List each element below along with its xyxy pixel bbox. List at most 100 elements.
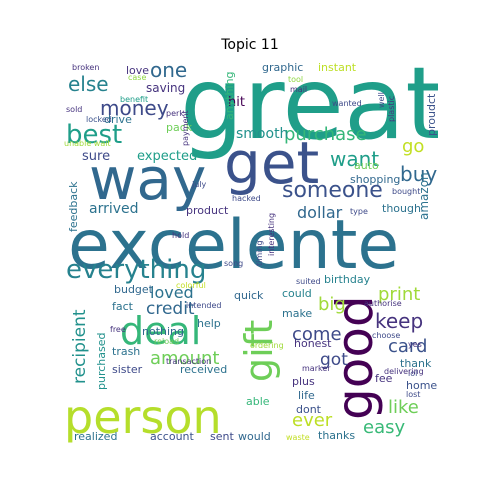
word-free: free (110, 325, 126, 334)
word-best: best (66, 120, 123, 150)
word-gift: gift (237, 319, 281, 382)
word-wanted: wanted (332, 99, 362, 108)
word-thank: thank (400, 357, 432, 370)
word-authorise: authorise (364, 299, 402, 308)
word-home: home (406, 379, 438, 392)
word-expected: expected (137, 149, 198, 164)
word-case: case (128, 73, 147, 82)
word-locked: locked (86, 115, 112, 124)
word-realized: realized (74, 430, 118, 443)
word-one: one (150, 60, 188, 82)
word-got: got (320, 350, 348, 370)
word-cloud: great excelente way get good gift person… (62, 60, 438, 451)
word-sister: sister (112, 363, 143, 376)
word-go: go (402, 136, 425, 157)
word-perk: perk (166, 109, 184, 118)
word-plastic: plastic (387, 95, 396, 122)
word-great: great (180, 60, 438, 162)
word-someone: someone (282, 178, 383, 203)
word-broken: broken (72, 63, 100, 72)
word-dollar: dollar (297, 203, 343, 222)
word-choose: choose (372, 331, 401, 340)
word-shopping: shopping (350, 173, 401, 186)
word-fee: fee (375, 372, 393, 385)
word-hold: hold (172, 231, 190, 240)
word-auto: auto (354, 159, 379, 172)
word-keep: keep (375, 309, 424, 333)
word-pack: pack (166, 121, 193, 134)
word-ordering: ordering (250, 341, 284, 350)
word-ever: ever (292, 410, 333, 431)
word-benefit: benefit (120, 95, 149, 104)
word-plus: plus (292, 375, 315, 388)
word-hacked: hacked (232, 194, 261, 203)
word-graphic: graphic (262, 61, 304, 74)
word-amount: amount (150, 348, 220, 369)
word-interesting: interesting (267, 212, 276, 256)
word-love: love (126, 64, 150, 77)
word-purchase: purchase (284, 124, 367, 145)
word-life: life (298, 389, 315, 402)
word-budget: budget (114, 283, 153, 296)
word-lol: lol (408, 369, 418, 378)
word-card: card (388, 336, 428, 357)
word-like: like (388, 397, 419, 418)
word-transaction: transaction (166, 357, 212, 366)
word-timing: timing (255, 240, 264, 266)
word-else: else (68, 72, 109, 96)
word-come: come (292, 324, 342, 345)
word-money: money (100, 96, 169, 120)
word-trash: trash (112, 345, 141, 358)
word-could: could (282, 287, 312, 300)
word-payment: payment (181, 110, 190, 146)
word-way: way (89, 145, 207, 213)
word-big: big (318, 294, 346, 315)
word-instant: instant (318, 61, 357, 74)
word-want: want (330, 147, 380, 171)
word-nothing: nothing (142, 325, 184, 338)
word-person: person (64, 390, 222, 444)
word-bought: bought (392, 187, 421, 196)
word-product: product (186, 204, 229, 217)
word-recipient: recipient (70, 309, 90, 384)
word-marker: marker (302, 364, 331, 373)
word-suited: suited (296, 277, 321, 286)
word-purchased: purchased (95, 332, 108, 390)
word-able: able (246, 395, 270, 408)
word-saving: saving (146, 81, 186, 95)
word-yes: yes (408, 340, 422, 349)
word-feedback: feedback (67, 181, 80, 232)
word-anything: anything (223, 71, 236, 120)
word-honest: honest (294, 337, 332, 350)
word-sold: sold (66, 105, 83, 114)
word-waste: waste (286, 433, 310, 442)
word-print: print (378, 284, 421, 305)
word-everything: everything (66, 255, 207, 285)
word-make: make (282, 307, 313, 320)
word-intended: intended (186, 301, 222, 310)
word-received: received (180, 363, 228, 376)
word-well: well (377, 92, 386, 108)
word-though: though (382, 202, 421, 215)
word-unable-wait: unable wait (64, 139, 111, 148)
word-fact: fact (112, 300, 133, 313)
word-delivering: delivering (384, 367, 424, 376)
word-drive: drive (104, 113, 132, 126)
word-hit: hit (228, 95, 245, 110)
word-excelente: excelente (68, 206, 400, 285)
word-smooth: smooth (236, 126, 289, 142)
word-lost: lost (406, 390, 421, 399)
word-help: help (197, 317, 221, 330)
word-easy: easy (363, 417, 406, 438)
word-colorful: colorful (176, 281, 206, 290)
word-deal: deal (120, 309, 202, 353)
word-account: account (150, 430, 194, 443)
plot-title: Topic 11 (221, 37, 279, 53)
word-tool: tool (288, 75, 304, 84)
word-proudct: proudct (425, 93, 438, 136)
word-sure: sure (82, 149, 111, 164)
word-thanks: thanks (318, 429, 356, 442)
word-birthday: birthday (324, 273, 371, 286)
word-get: get (224, 129, 320, 197)
word-credit: credit (146, 299, 195, 319)
